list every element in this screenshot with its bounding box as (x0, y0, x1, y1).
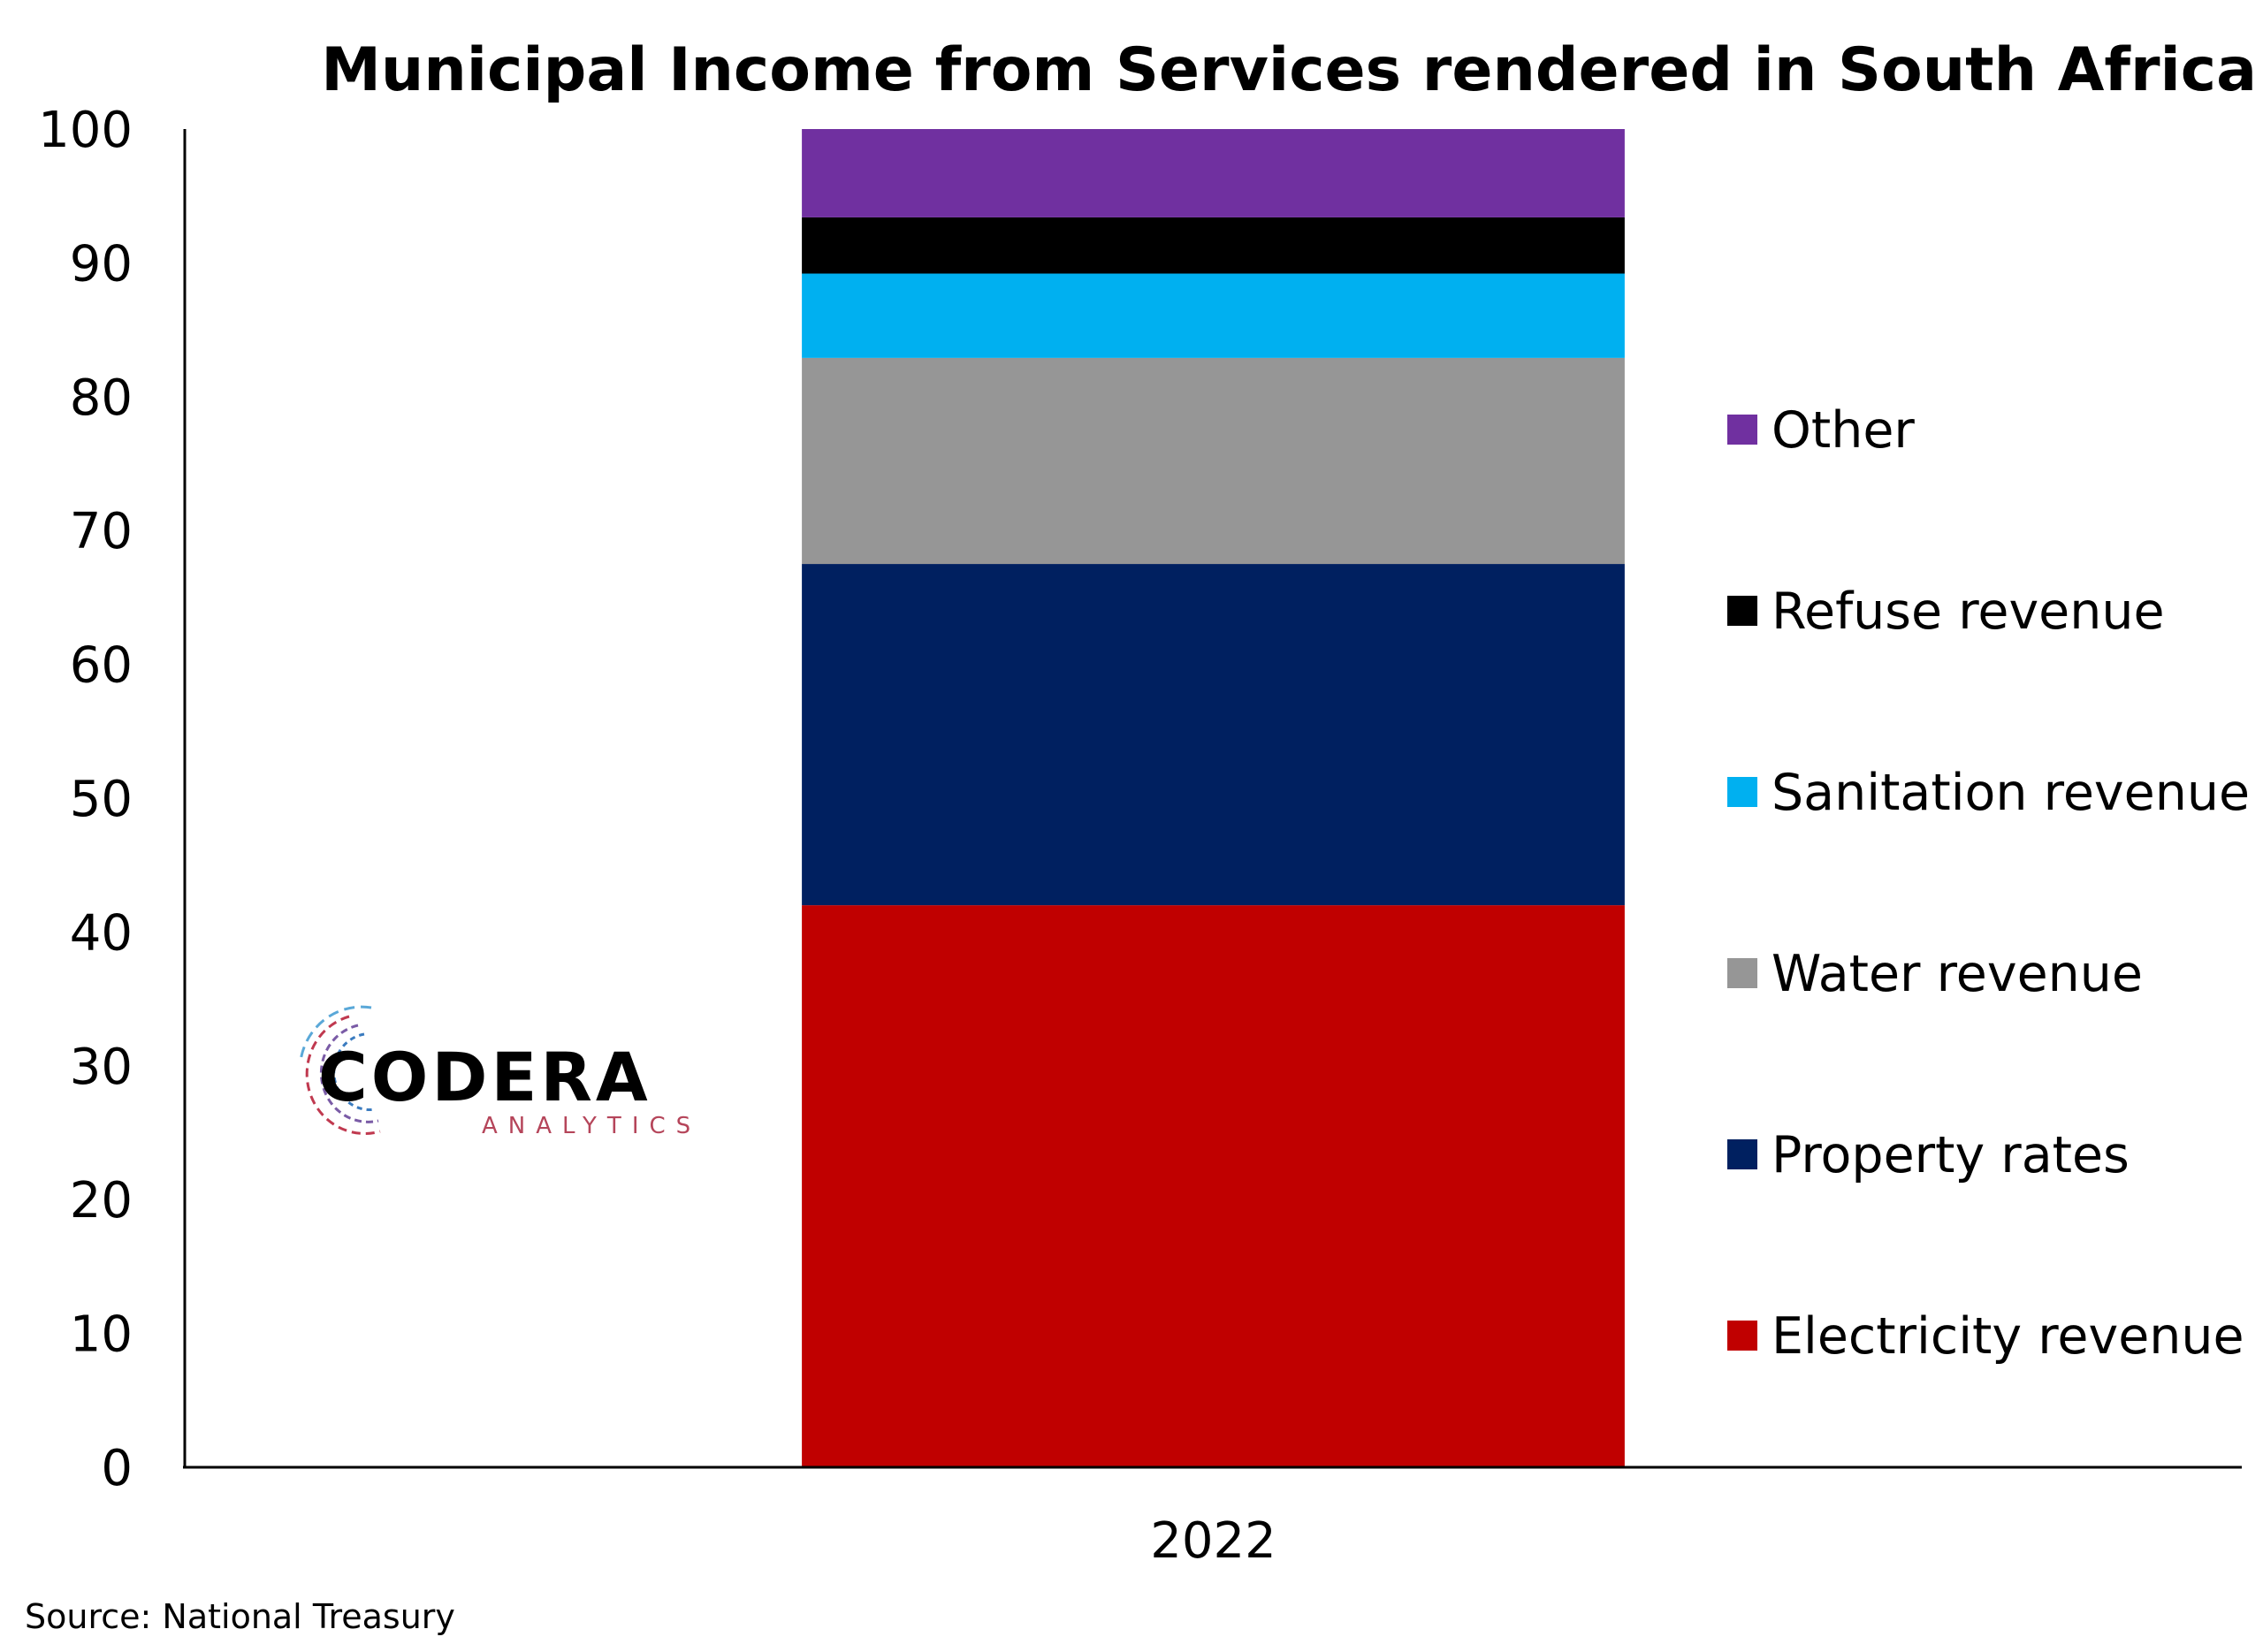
y-tick-label: 70 (70, 503, 133, 560)
y-axis-ticks: 0 10 20 30 40 50 60 70 80 90 100 (38, 102, 133, 1497)
bar-segment-property-rates (802, 564, 1625, 906)
logo-ring-icon (299, 1005, 381, 1135)
logo-subtitle: ANALYTICS (482, 1113, 701, 1139)
y-tick-label: 0 (101, 1440, 133, 1497)
legend-label: Water revenue (1772, 945, 2143, 1003)
y-tick-label: 100 (38, 102, 133, 159)
bar-segment-sanitation-revenue (802, 273, 1625, 358)
legend-label: Electricity revenue (1772, 1307, 2244, 1366)
x-tick-label: 2022 (1150, 1512, 1276, 1570)
y-tick-label: 90 (70, 235, 133, 293)
y-tick-label: 40 (70, 904, 133, 962)
legend: Other Refuse revenue Sanitation revenue Wat… (1727, 401, 2250, 1366)
legend-swatch (1727, 415, 1757, 445)
logo-title: CODERA (318, 1038, 651, 1116)
y-tick-label: 50 (70, 771, 133, 828)
y-tick-label: 10 (70, 1306, 133, 1364)
legend-label: Property rates (1772, 1126, 2130, 1184)
legend-label: Other (1772, 401, 1915, 460)
legend-swatch (1727, 1139, 1757, 1169)
y-tick-label: 30 (70, 1039, 133, 1096)
codera-logo: CODERA ANALYTICS (299, 1005, 701, 1139)
legend-swatch (1727, 1321, 1757, 1351)
bar-segment-other (802, 129, 1625, 217)
bar-segment-water-revenue (802, 357, 1625, 565)
x-axis-ticks: 2022 (1150, 1512, 1276, 1570)
bar-segments (802, 129, 1625, 1467)
y-tick-label: 80 (70, 369, 133, 427)
legend-label: Refuse revenue (1772, 582, 2165, 641)
legend-swatch (1727, 958, 1757, 988)
y-tick-label: 60 (70, 637, 133, 695)
bar-segment-refuse-revenue (802, 217, 1625, 274)
bar-segment-electricity-revenue (802, 905, 1625, 1467)
chart-title: Municipal Income from Services rendered … (321, 35, 2257, 105)
legend-swatch (1727, 596, 1757, 626)
source-note: Source: National Treasury (25, 1597, 455, 1636)
y-tick-label: 20 (70, 1172, 133, 1229)
legend-swatch (1727, 777, 1757, 807)
legend-label: Sanitation revenue (1772, 764, 2250, 822)
